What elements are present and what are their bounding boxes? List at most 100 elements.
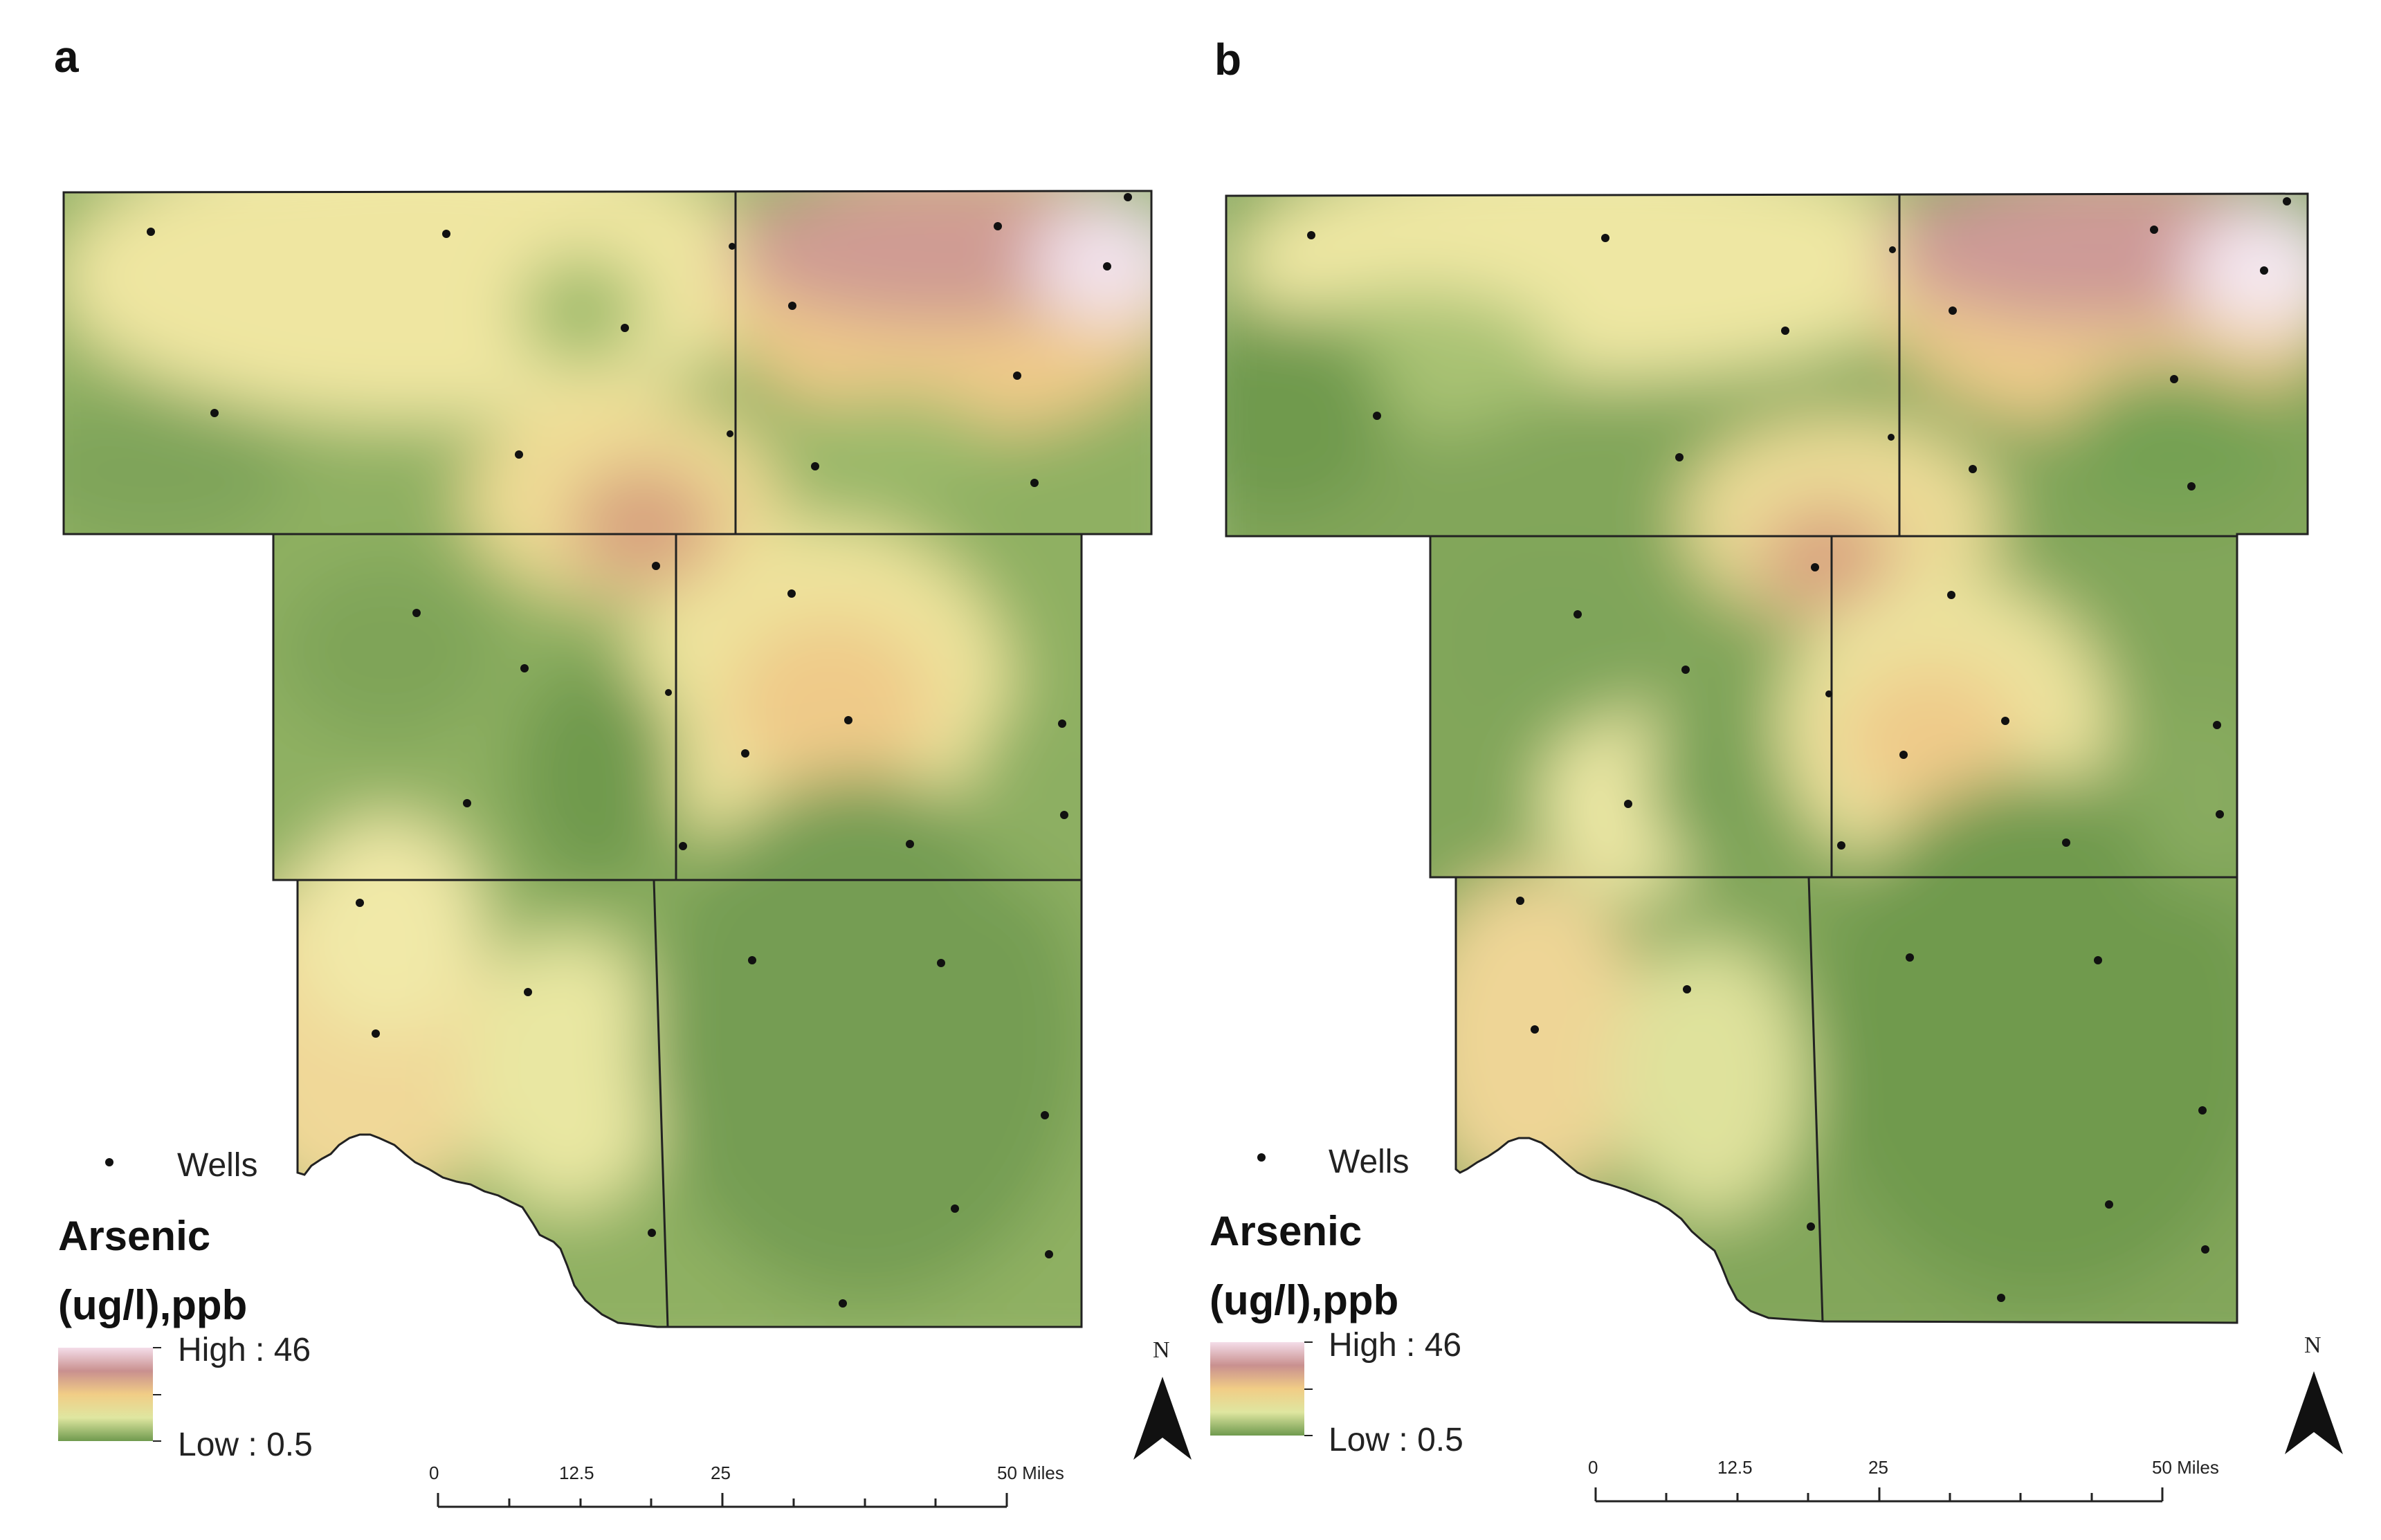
well-point: [1624, 800, 1632, 808]
well-point: [210, 409, 219, 417]
well-point: [520, 664, 529, 672]
well-point: [652, 562, 660, 570]
well-point: [727, 430, 733, 437]
well-point: [356, 899, 364, 907]
well-point: [665, 689, 672, 696]
panel-label-b: b: [1214, 35, 1241, 84]
legend-title: Arsenic: [1210, 1208, 1362, 1254]
well-point: [787, 589, 796, 598]
well-point: [1781, 327, 1789, 335]
well-point: [2105, 1200, 2113, 1209]
well-point: [1675, 453, 1684, 461]
wells-legend-symbol: [105, 1158, 113, 1166]
well-point: [2062, 838, 2070, 847]
north-arrow-icon: [2285, 1371, 2343, 1454]
wells-legend-label: Wells: [177, 1147, 257, 1184]
well-point: [937, 959, 945, 967]
scale-tick-label: 50 Miles: [2152, 1457, 2219, 1478]
well-point: [1058, 719, 1066, 728]
well-point: [1013, 372, 1021, 380]
well-point: [463, 799, 471, 807]
well-point: [951, 1204, 959, 1213]
scale-tick-label: 0: [429, 1463, 439, 1483]
well-point: [1573, 610, 1582, 618]
well-point: [679, 842, 687, 850]
well-point: [2094, 956, 2102, 964]
well-point: [372, 1029, 380, 1038]
well-point: [1516, 897, 1524, 905]
well-point: [1030, 479, 1039, 487]
well-point: [2216, 810, 2224, 818]
well-point: [1889, 246, 1896, 253]
panel-label-a: a: [54, 32, 79, 82]
well-point: [2201, 1245, 2209, 1254]
well-point: [1947, 591, 1955, 599]
well-point: [788, 302, 796, 310]
well-point: [729, 243, 736, 250]
well-point: [844, 716, 852, 724]
well-point: [2001, 717, 2009, 725]
well-point: [2187, 482, 2196, 491]
north-label: N: [2304, 1332, 2321, 1358]
well-point: [1807, 1222, 1815, 1231]
scale-bar-b: 0 12.5 25 50 Miles: [1588, 1457, 2219, 1503]
well-point: [1811, 563, 1819, 571]
legend-high: High : 46: [178, 1332, 311, 1368]
well-point: [1899, 751, 1908, 759]
legend-title: Arsenic: [58, 1213, 210, 1259]
well-point: [2150, 226, 2158, 234]
well-point: [442, 230, 450, 238]
well-point: [1997, 1294, 2005, 1302]
legend-unit: (ug/l),ppb: [1210, 1277, 1398, 1323]
wells-b: [1307, 197, 2291, 1302]
wells-a: [147, 193, 1132, 1308]
well-point: [524, 988, 532, 996]
well-point: [1060, 811, 1068, 819]
north-arrow-icon: [1133, 1377, 1192, 1460]
north-arrow-b: N: [2285, 1332, 2343, 1454]
well-point: [1041, 1111, 1049, 1119]
well-point: [1683, 985, 1691, 993]
legend-low: Low : 0.5: [1329, 1422, 1463, 1458]
well-point: [906, 840, 914, 848]
well-point: [2213, 721, 2221, 729]
well-point: [1837, 841, 1845, 850]
well-point: [1373, 412, 1381, 420]
well-point: [1969, 465, 1977, 473]
color-ramp: [58, 1348, 153, 1441]
well-point: [741, 749, 749, 758]
north-label: N: [1153, 1337, 1170, 1363]
well-point: [648, 1229, 656, 1237]
well-point: [2170, 375, 2178, 383]
well-point: [1949, 306, 1957, 315]
well-point: [1681, 666, 1690, 674]
scale-tick-label: 25: [711, 1463, 731, 1483]
well-point: [2198, 1106, 2207, 1115]
well-point: [2260, 266, 2268, 275]
well-point: [1531, 1025, 1539, 1034]
well-point: [412, 609, 421, 617]
wells-legend-symbol: [1257, 1153, 1266, 1162]
scale-tick-label: 50 Miles: [997, 1463, 1064, 1483]
scale-tick-label: 0: [1588, 1457, 1598, 1478]
well-point: [2283, 197, 2291, 205]
legend-a: Wells Arsenic (ug/l),ppb High : 46 Low :…: [58, 1147, 313, 1463]
well-point: [515, 450, 523, 459]
well-point: [994, 222, 1002, 230]
scale-bar-a: 0 12.5 25 50 Miles: [429, 1463, 1064, 1508]
scale-tick-label: 25: [1868, 1457, 1888, 1478]
arsenic-map-a: [64, 191, 1151, 1327]
legend-low: Low : 0.5: [178, 1427, 313, 1463]
arsenic-map-b: [1226, 194, 2308, 1323]
north-arrow-a: N: [1133, 1337, 1192, 1460]
well-point: [147, 228, 155, 236]
well-point: [839, 1299, 847, 1308]
well-point: [1124, 193, 1132, 201]
wells-legend-label: Wells: [1329, 1144, 1409, 1180]
well-point: [811, 462, 819, 470]
well-point: [621, 324, 629, 332]
well-point: [1103, 262, 1111, 271]
legend-high: High : 46: [1329, 1327, 1461, 1364]
well-point: [1825, 690, 1832, 697]
